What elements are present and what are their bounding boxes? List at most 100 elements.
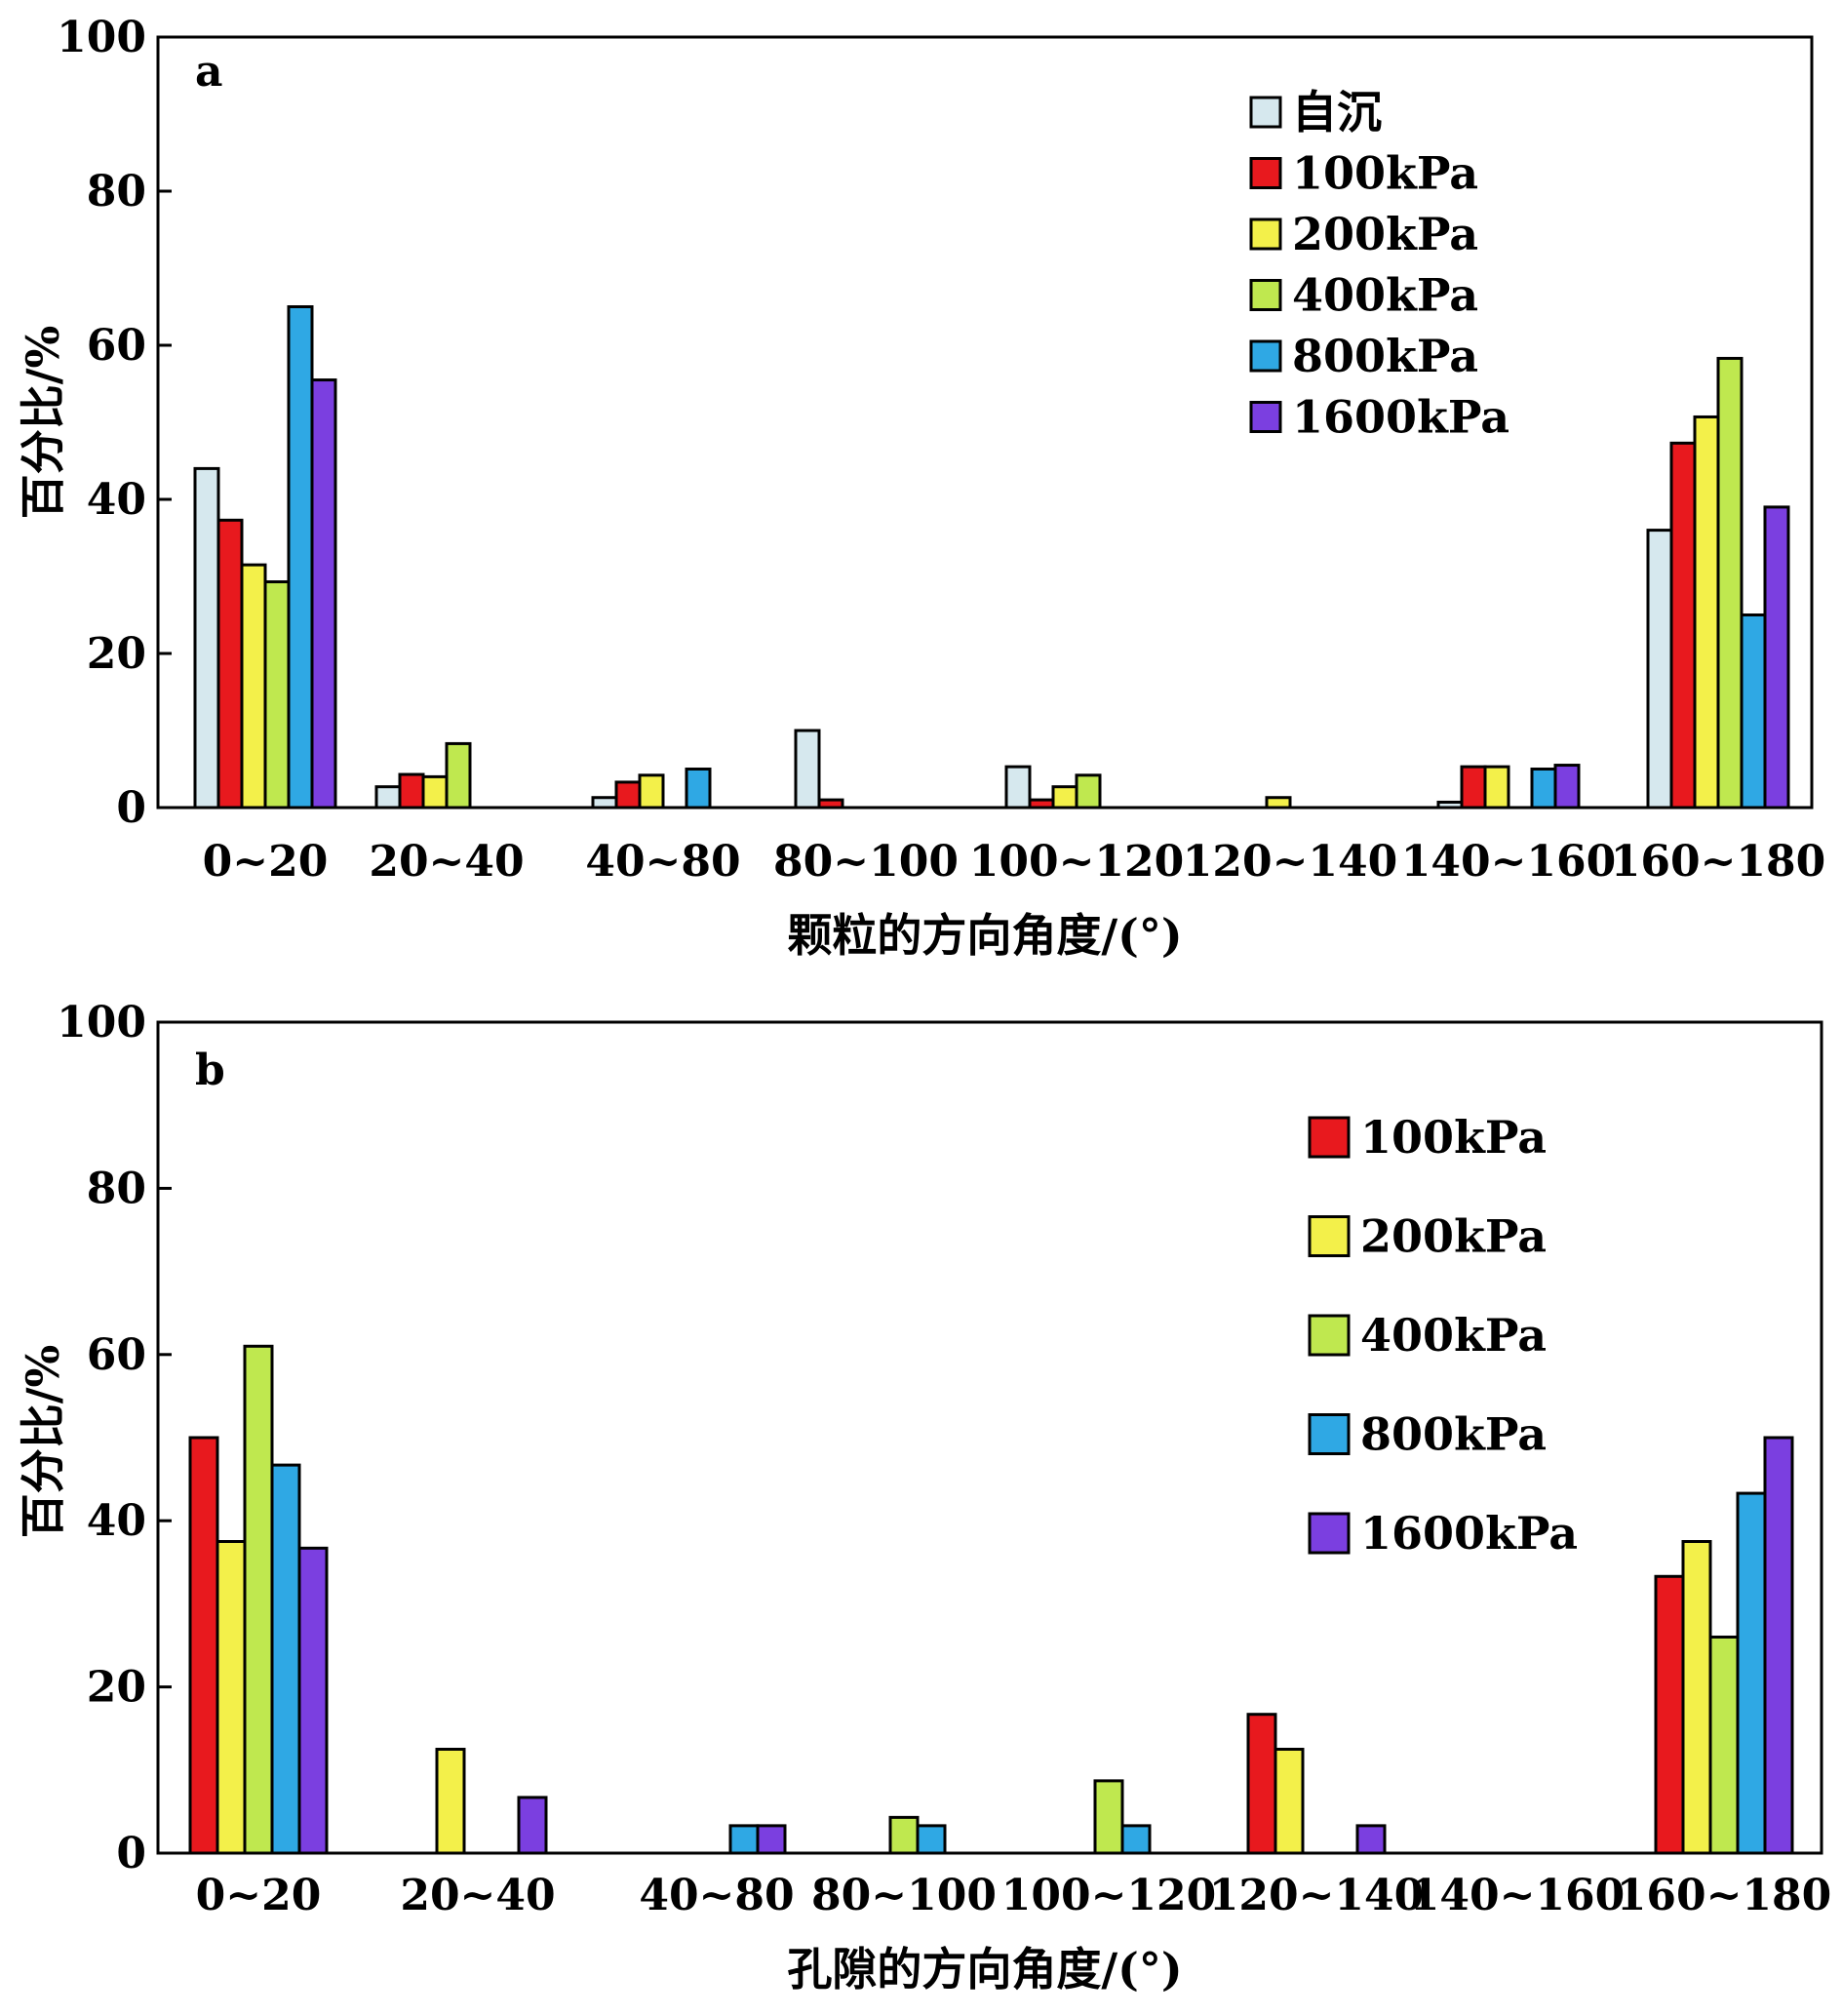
y-tick-label: 80 <box>87 1164 146 1213</box>
x-tick-label: 120~140 <box>1183 837 1398 887</box>
bar-1600kPa-40~80 <box>756 1824 787 1855</box>
legend-label: 400kPa <box>1292 269 1478 322</box>
x-axis-label: 颗粒的方向角度/(°) <box>787 909 1182 962</box>
legend-label: 800kPa <box>1292 330 1478 382</box>
y-tick-label: 20 <box>87 629 146 679</box>
legend-label: 100kPa <box>1292 147 1478 200</box>
x-tick-label: 120~140 <box>1209 1871 1425 1920</box>
bar-自沉-100~120 <box>1004 765 1032 810</box>
bar-200kPa-20~40 <box>421 774 449 810</box>
bar-100kPa-20~40 <box>398 772 425 810</box>
bar-800kPa-160~180 <box>1736 1491 1767 1855</box>
x-tick-label: 80~100 <box>773 837 959 887</box>
bar-800kPa-140~160 <box>1530 768 1557 810</box>
bar-800kPa-40~80 <box>728 1824 760 1855</box>
bar-200kPa-160~180 <box>1693 415 1720 810</box>
bar-800kPa-0~20 <box>270 1463 301 1855</box>
y-tick-label: 0 <box>116 783 146 833</box>
legend-label: 100kPa <box>1360 1111 1547 1164</box>
bar-200kPa-160~180 <box>1681 1540 1712 1855</box>
y-tick-label: 40 <box>87 1496 146 1546</box>
bar-200kPa-120~140 <box>1274 1748 1305 1855</box>
x-tick-label: 140~160 <box>1410 1871 1626 1920</box>
y-tick-label: 80 <box>87 167 146 217</box>
x-tick-label: 100~120 <box>969 837 1185 887</box>
bar-100kPa-120~140 <box>1246 1713 1277 1855</box>
x-tick-label: 100~120 <box>1001 1871 1217 1920</box>
x-tick-label: 20~40 <box>400 1871 555 1920</box>
panel-label: b <box>195 1046 225 1095</box>
bar-自沉-40~80 <box>591 796 618 810</box>
bar-100kPa-160~180 <box>1669 441 1697 810</box>
x-axis-label: 孔隙的方向角度/(°) <box>787 1943 1182 1996</box>
bar-100kPa-40~80 <box>614 780 642 810</box>
bar-400kPa-100~120 <box>1093 1779 1124 1855</box>
bar-400kPa-160~180 <box>1708 1635 1740 1855</box>
bar-200kPa-0~20 <box>240 563 267 810</box>
bar-自沉-160~180 <box>1646 529 1673 810</box>
bar-100kPa-0~20 <box>188 1436 219 1855</box>
plot-frame <box>156 1020 1823 1855</box>
bar-自沉-80~100 <box>794 729 821 810</box>
legend-label: 400kPa <box>1360 1309 1547 1362</box>
legend-swatch-100kPa <box>1308 1116 1351 1159</box>
legend-swatch-自沉 <box>1249 96 1282 129</box>
panel-label: a <box>195 47 223 97</box>
y-tick-label: 0 <box>116 1829 146 1878</box>
legend-label: 1600kPa <box>1360 1507 1578 1560</box>
legend: 自沉 100kPa 200kPa 400kPa 800kPa 1600kPa <box>1249 86 1509 444</box>
bar-800kPa-80~100 <box>916 1824 947 1855</box>
bar-400kPa-100~120 <box>1075 773 1102 810</box>
bar-800kPa-0~20 <box>287 305 314 810</box>
bar-400kPa-80~100 <box>888 1815 920 1855</box>
bar-1600kPa-160~180 <box>1763 505 1790 810</box>
legend-swatch-100kPa <box>1249 157 1282 189</box>
x-tick-label: 0~20 <box>196 1871 322 1920</box>
bar-400kPa-0~20 <box>243 1344 274 1855</box>
bar-1600kPa-0~20 <box>297 1546 329 1855</box>
x-tick-label: 40~80 <box>639 1871 794 1920</box>
y-tick-label: 20 <box>87 1663 146 1713</box>
x-tick-label: 160~180 <box>1617 1871 1832 1920</box>
legend-swatch-400kPa <box>1249 279 1282 311</box>
bar-100kPa-140~160 <box>1460 765 1487 810</box>
legend-swatch-1600kPa <box>1249 401 1282 433</box>
bar-自沉-0~20 <box>193 466 220 810</box>
x-tick-label: 80~100 <box>811 1871 997 1920</box>
bar-200kPa-0~20 <box>216 1540 247 1855</box>
y-axis-label: 百分比/% <box>17 1345 69 1539</box>
bar-800kPa-40~80 <box>685 768 712 810</box>
bar-100kPa-0~20 <box>216 518 244 810</box>
legend-swatch-800kPa <box>1308 1413 1351 1455</box>
x-tick-label: 140~160 <box>1401 837 1617 887</box>
y-tick-label: 100 <box>57 13 146 62</box>
bar-400kPa-160~180 <box>1716 356 1744 810</box>
legend-label: 200kPa <box>1360 1210 1547 1263</box>
bar-200kPa-20~40 <box>435 1748 466 1855</box>
plot-frame <box>156 35 1814 810</box>
bar-200kPa-100~120 <box>1051 785 1078 810</box>
bar-1600kPa-160~180 <box>1763 1436 1794 1855</box>
bar-800kPa-100~120 <box>1120 1824 1152 1855</box>
x-tick-label: 0~20 <box>203 837 329 887</box>
legend-label: 1600kPa <box>1292 391 1509 444</box>
bar-1600kPa-0~20 <box>310 378 337 810</box>
bar-100kPa-160~180 <box>1654 1574 1685 1855</box>
y-tick-label: 60 <box>87 321 146 371</box>
y-axis-label: 百分比/% <box>17 326 69 520</box>
x-tick-label: 160~180 <box>1611 837 1826 887</box>
bar-400kPa-0~20 <box>263 580 291 810</box>
bar-200kPa-140~160 <box>1483 765 1510 810</box>
bar-1600kPa-140~160 <box>1553 764 1581 810</box>
legend-swatch-1600kPa <box>1308 1512 1351 1555</box>
x-tick-label: 40~80 <box>585 837 740 887</box>
legend-swatch-400kPa <box>1308 1314 1351 1357</box>
legend-label: 自沉 <box>1292 86 1382 138</box>
bar-400kPa-20~40 <box>445 741 472 810</box>
bar-自沉-20~40 <box>374 785 402 810</box>
bar-200kPa-40~80 <box>638 773 665 810</box>
bar-800kPa-160~180 <box>1740 613 1767 810</box>
